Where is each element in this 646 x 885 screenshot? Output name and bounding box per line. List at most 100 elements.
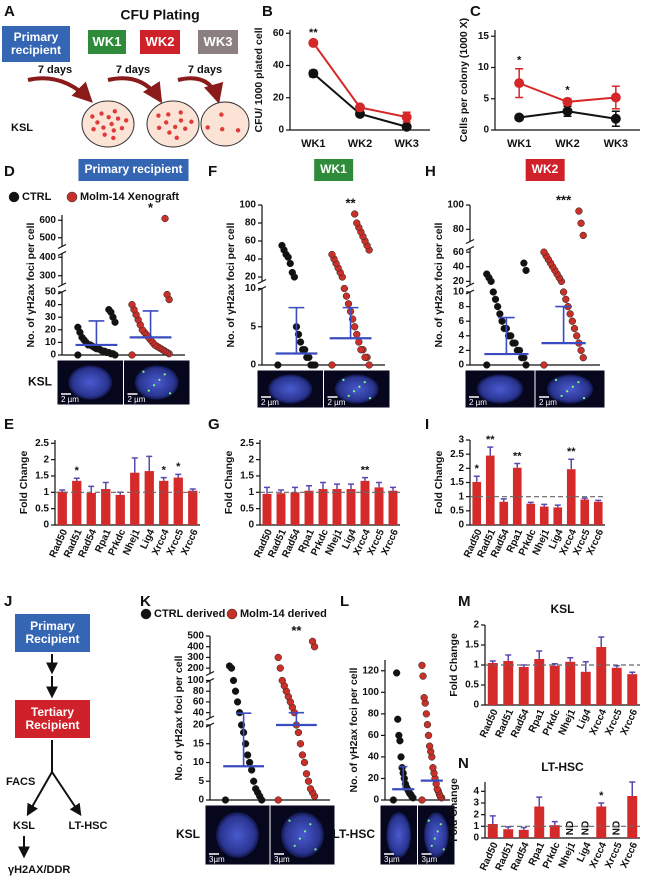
bar [526,503,536,525]
y-tick-label: 60 [453,247,465,258]
sort-label: FACS [6,776,35,788]
error-bar [568,458,575,470]
marker [355,102,365,113]
error-bar [390,486,396,491]
error-bar [598,636,605,647]
recipient-label: Primary recipient [2,26,70,62]
panel-letter: F [208,163,217,180]
dot [286,259,294,268]
dot [423,720,432,729]
focus [436,830,439,833]
week-box: WK3 [198,30,238,54]
header-label: Primary recipient [84,162,182,176]
colony [156,125,162,131]
y-tick-label: 0.5 [240,503,254,514]
focus [358,385,361,388]
y-tick-label: 5 [483,93,489,104]
dot [357,346,365,354]
significance: * [148,200,154,215]
dot [575,207,583,215]
y-tick-label: 3 [458,435,464,446]
bar [549,665,560,705]
significance: ** [486,434,495,446]
y-tick-label: 2.5 [35,438,49,449]
marker [514,78,525,89]
bar [596,647,607,705]
colony [189,119,194,124]
focus [427,819,430,822]
focus [314,848,317,851]
dot [274,361,282,369]
y-tick-label: 1 [248,487,254,498]
dot [342,292,351,300]
y-tick-label: 10 [193,757,205,768]
error-bar [320,481,326,490]
dot [303,353,311,362]
arrow [26,771,53,817]
bar [565,661,576,705]
bar [318,489,328,525]
y-tick-label: 2 [473,809,479,820]
dot [351,323,359,331]
dot [221,796,230,804]
significance: * [475,463,480,475]
panel-letter: K [140,593,151,610]
error-bar [399,765,408,790]
error-bar [613,665,620,668]
dot [344,300,353,308]
dot [577,346,585,355]
y-tick-label: 0 [458,520,464,531]
y-tick-label: 40 [273,60,285,71]
dot [361,353,369,362]
colony [174,135,179,141]
y-tick-label: 80 [245,218,257,229]
significance: * [75,465,80,477]
dot [233,698,242,706]
error-bar [489,660,496,663]
error-bar [520,826,527,830]
bar [534,659,545,705]
bar [566,469,576,525]
axis-break [57,243,67,250]
dot [304,777,313,785]
bar [388,490,398,525]
dot [494,302,502,311]
bar [553,507,563,525]
tertiary-label: Tertiary Recipient [15,700,90,738]
dot [483,361,491,369]
y-tick-label: 0 [473,700,479,711]
y-tick-label: 15 [193,738,205,749]
schematic-a: A CFU Plating Primary recipient WK1 WK2 … [2,3,250,148]
interval-label: 7 days [116,64,150,76]
error-bar [500,498,507,502]
significance: ** [513,450,522,462]
recipient-box: Primary recipient [2,26,70,62]
bar [512,467,522,525]
error-bar [288,306,305,354]
y-axis-label: Fold Change [433,451,445,515]
error-bar [264,486,270,494]
bar [290,492,300,525]
dot [496,310,504,318]
x-tick-label: WK2 [555,138,579,150]
y-tick-label: 10 [478,62,490,73]
arrow [27,76,93,103]
y-tick-label: 40 [368,752,380,763]
scale-label: 3µm [209,855,225,864]
interval-label: 7 days [188,64,222,76]
y-tick-label: 1 [473,660,479,671]
dot [296,338,305,346]
arrow [51,771,82,816]
dot [577,219,585,227]
colony [119,126,125,131]
dot [296,740,305,748]
scale-label: 2 µm [539,398,557,407]
focus [363,381,366,384]
colony [102,132,107,137]
chart-title: LT-HSC [541,760,584,774]
y-tick-label: 100 [362,687,379,698]
colony [109,121,114,127]
y-tick-label: 500 [187,631,204,642]
y-tick-label: 4 [473,786,479,797]
focus [342,378,345,381]
